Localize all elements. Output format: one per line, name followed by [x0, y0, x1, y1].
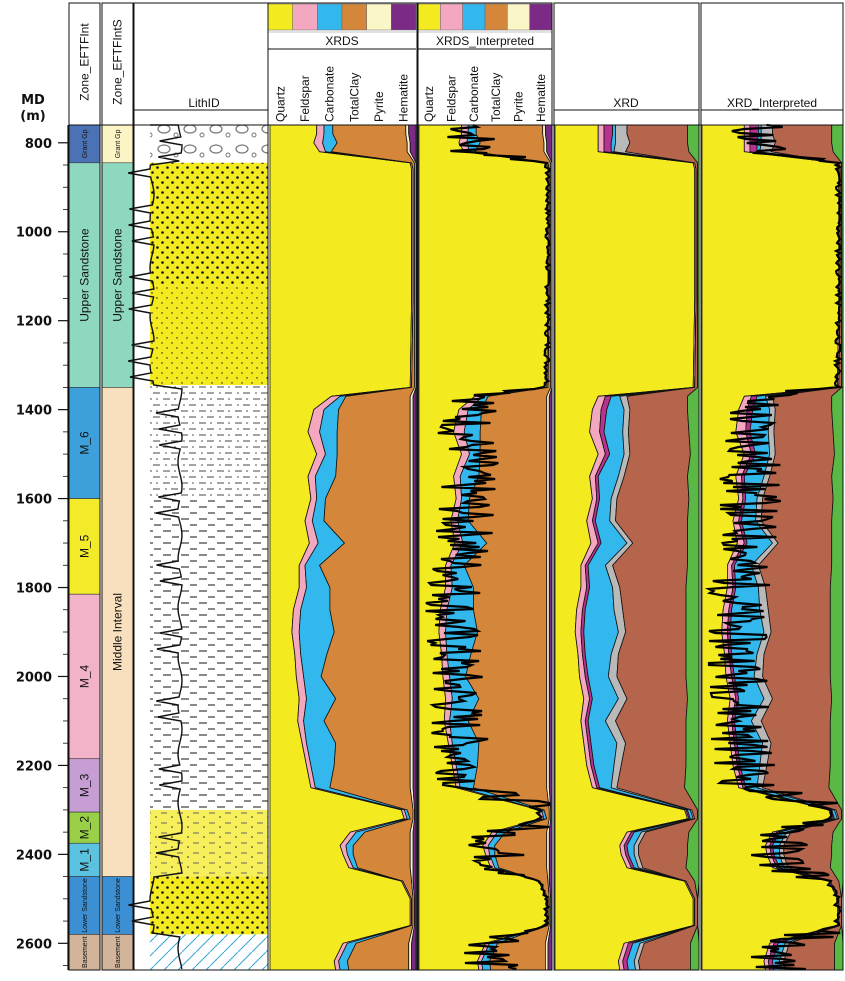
- mineral-swatch: [507, 3, 530, 31]
- track-title: XRD_Interpreted: [727, 96, 817, 110]
- zone-label: M_2: [78, 816, 92, 840]
- lith-interval: [150, 125, 268, 163]
- zone-label: Upper Sandstone: [78, 228, 92, 322]
- depth-axis: MD (m) 800 1000 1200 1400 1600 1800 2000 2200 24…: [16, 93, 68, 966]
- zone-band: [68, 758, 101, 813]
- zone-label: M_3: [78, 773, 92, 797]
- mineral-label: Hematite: [397, 74, 411, 122]
- lith-interval: [150, 162, 268, 286]
- mineral-swatch: [267, 3, 293, 31]
- track-frame: [700, 2, 844, 971]
- depth-axis-label: MD: [21, 93, 45, 108]
- mineral-swatch: [317, 3, 343, 31]
- zone-band: [68, 124, 101, 164]
- mineral-swatch: [391, 3, 417, 31]
- zone-band: [101, 162, 134, 388]
- zone-label: Grant Gp: [82, 129, 89, 158]
- lith-interval: [150, 385, 268, 499]
- lith-interval: [150, 498, 268, 810]
- mineral-label: Feldspar: [298, 75, 312, 122]
- mineral-swatch: [417, 3, 441, 31]
- mineral-label: Pyrite: [372, 91, 386, 122]
- depth-tick-label: 1000: [16, 226, 52, 241]
- mineral-label: Quartz: [422, 86, 436, 122]
- track-frames: [67, 2, 844, 971]
- lithid-title: LithID: [188, 96, 220, 110]
- zone-label: Lower Sandstone: [82, 878, 89, 933]
- mineral-label: Carbonate: [467, 66, 481, 122]
- zone-band: [101, 387, 134, 877]
- lith-interval: [150, 934, 268, 970]
- depth-tick-label: 2600: [16, 937, 52, 952]
- mineral-swatch: [440, 3, 463, 31]
- track-frame: [267, 2, 418, 971]
- mineral-swatch: [529, 3, 553, 31]
- xrd-interpreted-track: XRD_Interpreted: [701, 96, 844, 971]
- track-title: XRDS_Interpreted: [436, 34, 534, 48]
- depth-tick-label: 1600: [16, 493, 52, 508]
- track-frame: [68, 2, 101, 971]
- mineral-label: Hematite: [534, 74, 548, 122]
- track-frame: [553, 2, 700, 971]
- mineral-swatch: [292, 3, 318, 31]
- mineral-swatch: [484, 3, 508, 31]
- zone-label: Grant Gp: [115, 129, 122, 158]
- mineral-label: Carbonate: [323, 66, 337, 122]
- zone-band: [101, 124, 134, 164]
- track-frame: [101, 2, 134, 971]
- depth-tick-label: 1800: [16, 582, 52, 597]
- mineral-label: Feldspar: [445, 75, 459, 122]
- track-title: XRDS: [325, 34, 358, 48]
- lith-interval: [150, 285, 268, 386]
- zone-label: Lower Sandstone: [115, 878, 122, 933]
- lith-trace: [127, 124, 183, 970]
- mineral-label: Pyrite: [512, 91, 526, 122]
- zone-band: [101, 876, 134, 935]
- interpreted-curve: [425, 124, 552, 971]
- mineral-swatch: [341, 3, 367, 31]
- lith-interval: [150, 876, 268, 935]
- depth-tick-label: 2200: [16, 759, 52, 774]
- xrds-track: Quartz Feldspar Carbonate TotalClay Pyrite He…: [267, 3, 417, 971]
- depth-tick-label: 1200: [16, 315, 52, 330]
- zone-int-track: Zone_EFTFInt Grant Gp Upper Sandstone M_6 M_…: [68, 23, 101, 971]
- zone-track-title: Zone_EFTFInt: [78, 23, 92, 101]
- mineral-swatch: [462, 3, 486, 31]
- mineral-label: Quartz: [273, 86, 287, 122]
- zone-label: Middle Interval: [111, 593, 125, 671]
- interpreted-curve: [704, 123, 844, 971]
- zone-label: Basement: [115, 936, 122, 968]
- track-title: XRD: [613, 96, 639, 110]
- depth-tick-label: 800: [25, 137, 52, 152]
- lith-interval: [150, 809, 268, 877]
- xrd-track: XRD: [554, 96, 700, 971]
- depth-tick-label: 2000: [16, 670, 52, 685]
- depth-tick-label: 2400: [16, 848, 52, 863]
- depth-axis-unit: (m): [20, 109, 45, 124]
- zone-band: [68, 387, 101, 499]
- zone-band: [68, 498, 101, 595]
- lithid-track: LithID: [127, 96, 268, 970]
- mineral-label: TotalClay: [489, 73, 503, 122]
- zone-band: [68, 934, 101, 971]
- depth-tick-label: 1400: [16, 404, 52, 419]
- zone-band: [68, 593, 101, 760]
- zone-label: M_6: [78, 431, 92, 455]
- zone-label: M_1: [78, 848, 92, 872]
- zone-ints-track: Zone_EFTFIntS Grant Gp Upper Sandstone Midd…: [101, 19, 134, 971]
- xrds-interpreted-track: Quartz Feldspar Carbonate TotalClay Pyrite He…: [417, 3, 553, 971]
- zone-label: Upper Sandstone: [111, 228, 125, 322]
- zone-label: Basement: [82, 936, 89, 968]
- track-frame: [417, 2, 553, 971]
- zone-label: M_4: [78, 664, 92, 688]
- mineral-swatch: [366, 3, 392, 31]
- mineral-label: TotalClay: [347, 73, 361, 122]
- zone-band: [68, 162, 101, 388]
- zone-label: M_5: [78, 534, 92, 558]
- zone-track-title: Zone_EFTFIntS: [111, 19, 125, 104]
